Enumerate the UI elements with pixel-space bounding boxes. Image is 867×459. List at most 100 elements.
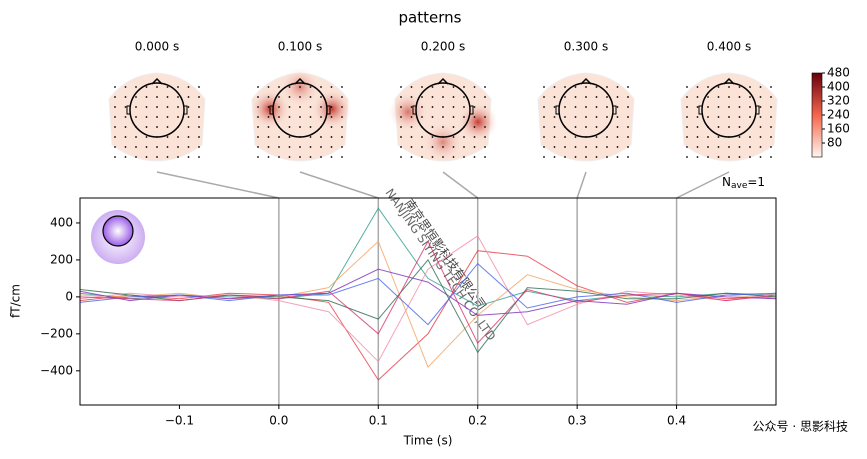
sensor xyxy=(278,116,280,118)
sensor xyxy=(320,86,322,88)
sensor xyxy=(452,136,455,138)
sensor xyxy=(738,126,741,128)
sensor xyxy=(421,86,423,88)
sensor xyxy=(257,86,259,88)
x-tick-label: 0.0 xyxy=(269,414,288,428)
sensor xyxy=(759,96,762,98)
sensor xyxy=(309,126,312,128)
sensor xyxy=(431,106,434,108)
sensor xyxy=(156,146,158,148)
chart-title: patterns xyxy=(399,9,462,27)
topomap-time: 0.400 s xyxy=(707,40,751,54)
colorbar xyxy=(811,72,823,158)
sensor xyxy=(288,156,291,158)
sensor xyxy=(442,146,444,148)
topomap-blob xyxy=(458,102,498,142)
ear xyxy=(612,105,617,115)
sensor xyxy=(288,136,291,138)
sensor xyxy=(166,86,169,88)
sensor xyxy=(564,136,566,138)
sensor xyxy=(574,116,577,118)
sensor xyxy=(166,156,169,158)
ear xyxy=(126,105,131,115)
sensor xyxy=(738,96,741,98)
sensor xyxy=(564,156,566,158)
sensor xyxy=(124,156,127,158)
sensor xyxy=(749,156,751,158)
topomap xyxy=(537,72,635,162)
sensor xyxy=(309,156,312,158)
sensor xyxy=(696,116,699,118)
sensor xyxy=(410,126,413,128)
sensor xyxy=(177,146,179,148)
sensor xyxy=(330,106,333,108)
sensor xyxy=(585,116,587,118)
colorbar-tick-label: 240 xyxy=(827,108,850,122)
sensor xyxy=(463,96,465,98)
sensor xyxy=(606,156,608,158)
sensor xyxy=(452,146,455,148)
connector xyxy=(576,171,587,199)
sensor xyxy=(135,146,137,148)
y-tick-label: 200 xyxy=(50,252,73,266)
sensor xyxy=(484,86,486,88)
sensor xyxy=(187,126,190,128)
sensor xyxy=(749,136,751,138)
sensor xyxy=(330,136,333,138)
sensor xyxy=(288,146,291,148)
sensor xyxy=(299,96,301,98)
sensor xyxy=(543,106,545,108)
sensor xyxy=(421,146,423,148)
trace xyxy=(79,262,777,326)
nose xyxy=(294,77,306,85)
sensor xyxy=(198,106,200,108)
sensor xyxy=(400,156,402,158)
sensor xyxy=(410,86,413,88)
nose xyxy=(580,77,592,85)
sensor xyxy=(463,116,465,118)
sensor xyxy=(606,106,608,108)
sensor xyxy=(696,156,699,158)
sensor xyxy=(452,126,455,128)
sensor xyxy=(553,146,556,148)
sensor xyxy=(124,86,127,88)
sensor xyxy=(198,136,200,138)
sensor xyxy=(341,126,343,128)
sensor xyxy=(267,156,270,158)
sensor xyxy=(309,106,312,108)
sensor xyxy=(749,146,751,148)
sensor xyxy=(553,156,556,158)
sensor xyxy=(187,96,190,98)
sensor xyxy=(759,146,762,148)
sensor xyxy=(114,136,116,138)
sensor xyxy=(484,126,486,128)
sensor xyxy=(606,96,608,98)
y-tick-label: 0 xyxy=(65,289,73,303)
sensor xyxy=(267,116,270,118)
sensor xyxy=(574,146,577,148)
sensor xyxy=(484,156,486,158)
sensor xyxy=(717,116,720,118)
sensor xyxy=(341,116,343,118)
sensor xyxy=(135,156,137,158)
sensor xyxy=(156,116,158,118)
sensor xyxy=(114,86,116,88)
sensor xyxy=(135,86,137,88)
topomap xyxy=(250,67,352,162)
sensor xyxy=(463,146,465,148)
sensor xyxy=(145,86,148,88)
topomap-time: 0.100 s xyxy=(278,40,322,54)
sensor xyxy=(257,126,259,128)
sensor xyxy=(738,146,741,148)
nave-rest: =1 xyxy=(747,175,765,189)
sensor xyxy=(770,106,772,108)
sensor xyxy=(564,106,566,108)
sensor xyxy=(442,126,444,128)
sensor xyxy=(145,136,148,138)
sensor xyxy=(728,106,730,108)
sensor xyxy=(738,116,741,118)
sensor xyxy=(442,96,444,98)
sensor xyxy=(543,86,545,88)
sensor xyxy=(696,96,699,98)
